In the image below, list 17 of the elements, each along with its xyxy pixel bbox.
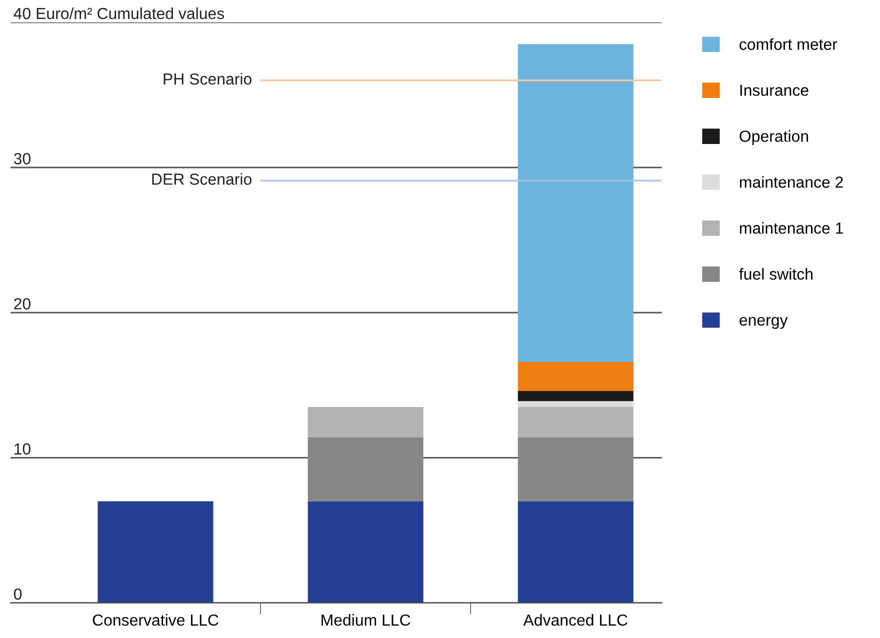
y-tick-label: 30 [14, 153, 30, 164]
x-tick-label: Advanced LLC [523, 614, 628, 626]
ref-line-label: PH Scenario [164, 72, 252, 85]
ref-line-label: DER Scenario [152, 173, 252, 185]
legend-label: maintenance 2 [740, 176, 843, 188]
legend-label: comfort meter [740, 38, 838, 50]
legend-label: Operation [740, 130, 808, 146]
y-tick-label: 0 [14, 588, 22, 600]
legend-label: maintenance 1 [740, 222, 843, 234]
legend-label: energy [740, 316, 788, 329]
x-tick-label: Conservative LLC [92, 614, 218, 626]
y-tick-label: 10 [14, 443, 30, 455]
x-tick-label: Medium LLC [322, 614, 410, 626]
y-tick-label: 20 [14, 298, 30, 310]
y-tick-label: 40 Euro/m² Cumulated values [14, 7, 224, 20]
legend-label: fuel switch [739, 268, 812, 280]
legend-label: Insurance [740, 84, 808, 96]
